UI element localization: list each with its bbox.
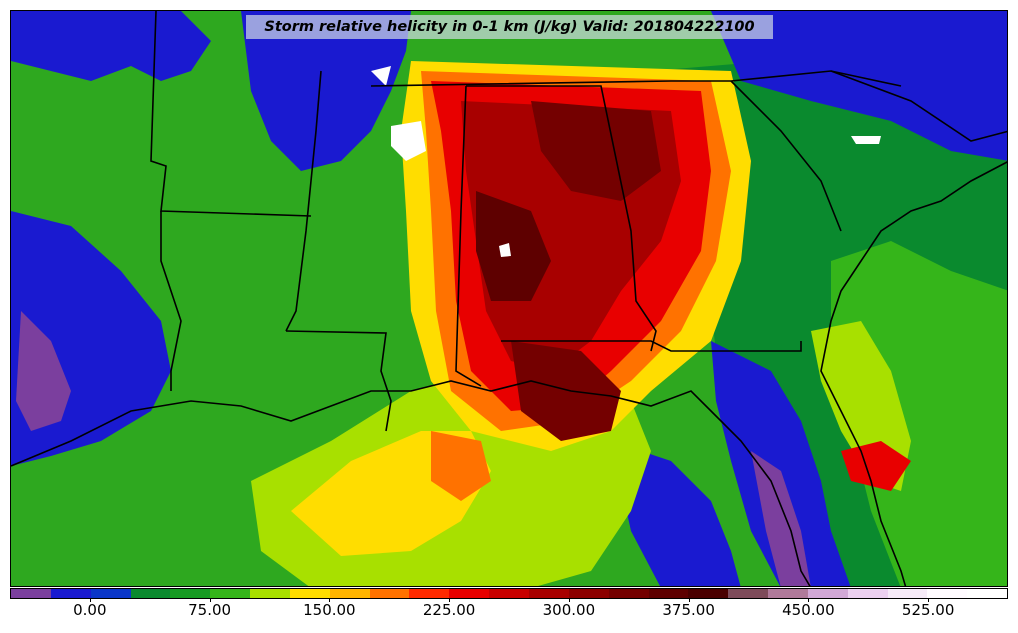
colorbar-segment xyxy=(449,589,490,598)
colorbar-segment xyxy=(648,589,689,598)
colorbar-segment xyxy=(568,589,609,598)
colorbar-segment xyxy=(11,589,51,598)
border-mississippi-river xyxy=(285,70,322,332)
colorbar-tick xyxy=(209,599,211,602)
map-panel xyxy=(10,10,1008,587)
border-texas-ok xyxy=(150,11,312,217)
colorbar-segment xyxy=(329,589,370,598)
colorbar-segment xyxy=(608,589,649,598)
colorbar-segment xyxy=(250,589,290,598)
border-ms-al xyxy=(455,85,482,387)
colorbar-segment xyxy=(967,589,1008,598)
colorbar-segment xyxy=(409,589,450,598)
colorbar-tick xyxy=(568,599,570,602)
colorbar-tick-label: 525.00 xyxy=(901,601,955,619)
colorbar xyxy=(10,588,1008,599)
colorbar-tick xyxy=(808,599,810,602)
field-white-ne xyxy=(851,136,881,144)
colorbar-segment xyxy=(807,589,848,598)
colorbar-segment xyxy=(90,589,131,598)
helicity-field-map xyxy=(11,11,1007,586)
colorbar-segment xyxy=(887,589,928,598)
border-ga-fl xyxy=(501,340,802,352)
colorbar-tick-label: 0.00 xyxy=(73,601,107,619)
field-maroon-north xyxy=(531,101,661,201)
border-gulf-coast xyxy=(11,380,811,586)
colorbar-segment xyxy=(289,589,330,598)
border-lines xyxy=(11,11,1007,586)
colorbar-segment xyxy=(489,589,529,598)
field-white-mid xyxy=(499,243,511,257)
field-orange-cells xyxy=(431,431,491,501)
border-atlantic-coast xyxy=(820,161,1007,586)
field-maroon-core xyxy=(476,191,551,301)
colorbar-tick-label: 375.00 xyxy=(662,601,715,619)
colorbar-segment xyxy=(847,589,888,598)
border-nc-sc xyxy=(830,70,1007,142)
field-maroon-south xyxy=(511,341,621,441)
field-white-north xyxy=(391,121,426,161)
colorbar-segment xyxy=(210,589,251,598)
colorbar-tick-label: 450.00 xyxy=(782,601,835,619)
field-blue-central xyxy=(241,11,411,171)
colorbar-segment xyxy=(130,589,171,598)
colorbar-segment xyxy=(528,589,569,598)
colorbar-tick-label: 75.00 xyxy=(188,601,232,619)
colorbar-segment xyxy=(768,589,808,598)
colorbar-tick xyxy=(329,599,331,602)
border-la-ms xyxy=(285,330,392,432)
field-purple-west xyxy=(16,311,71,431)
colorbar-segment xyxy=(927,589,968,598)
colorbar-segment xyxy=(170,589,211,598)
colorbar-segment xyxy=(369,589,410,598)
colorbar-tick xyxy=(449,599,451,602)
colorbar-tick xyxy=(688,599,690,602)
field-blue-gulf-east xyxy=(611,441,741,586)
field-blue-southeast xyxy=(711,341,851,586)
field-blue-northeast xyxy=(711,11,1007,161)
field-red-cells-east xyxy=(841,441,911,491)
border-ga-sc xyxy=(730,80,842,232)
map-title: Storm relative helicity in 0-1 km (J/kg)… xyxy=(264,19,755,35)
border-al-ga xyxy=(466,85,657,352)
colorbar-tick xyxy=(928,599,930,602)
colorbar-labels: 0.00 75.00 150.00 225.00 300.00 375.00 450.00 5… xyxy=(10,599,1008,625)
title-box: Storm relative helicity in 0-1 km (J/kg)… xyxy=(246,15,773,39)
border-ar-la xyxy=(160,211,182,391)
colorbar-segment xyxy=(688,589,729,598)
colorbar-tick xyxy=(89,599,91,602)
colorbar-tick-label: 300.00 xyxy=(542,601,596,619)
colorbar-segment xyxy=(728,589,769,598)
colorbar-segment xyxy=(50,589,91,598)
field-blue-nw xyxy=(11,11,211,81)
colorbar-tick-label: 150.00 xyxy=(303,601,356,619)
colorbar-tick-label: 225.00 xyxy=(422,601,476,619)
field-white-top xyxy=(371,66,391,86)
